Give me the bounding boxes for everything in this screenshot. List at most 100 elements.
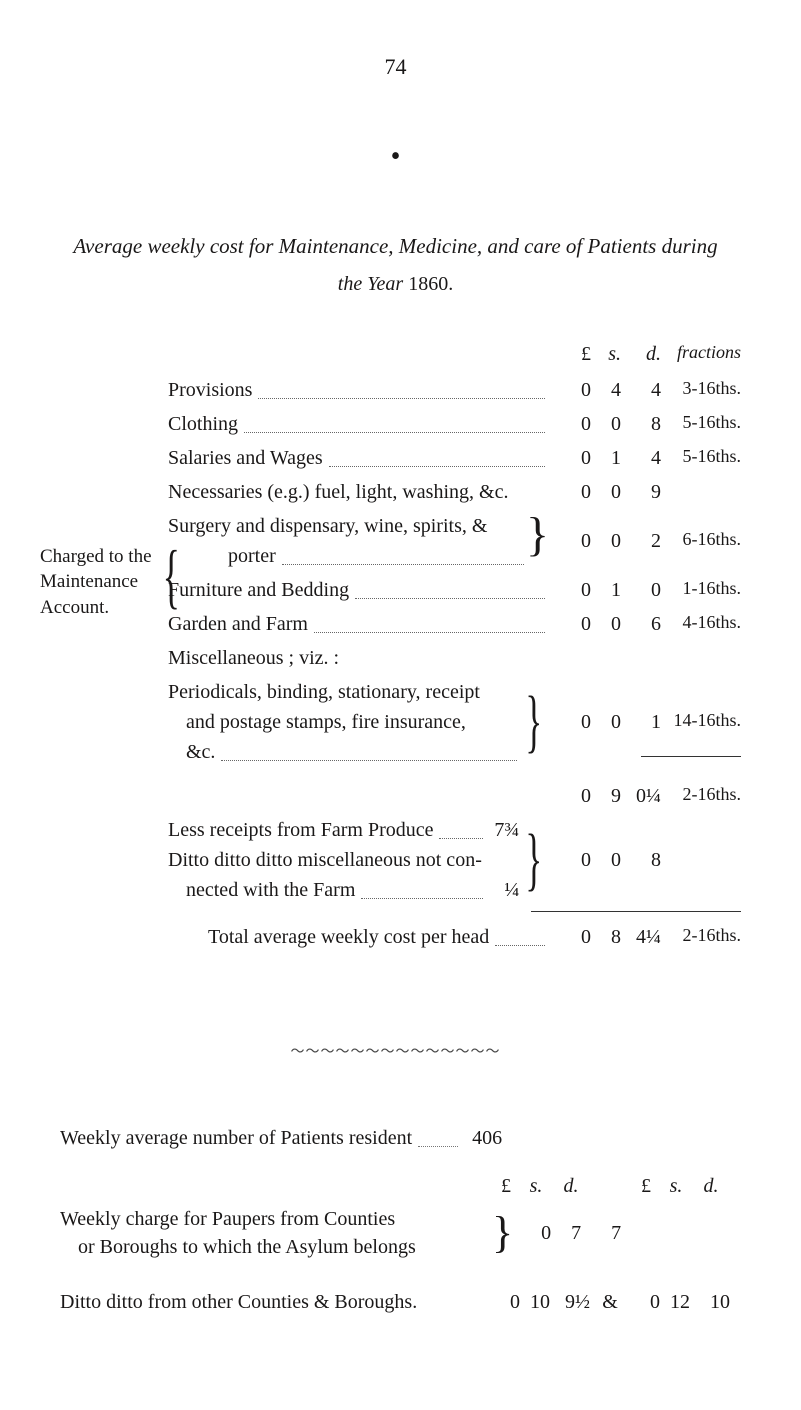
leader — [282, 548, 524, 565]
main-body: Charged to the Maintenance Account. { £ … — [50, 339, 741, 1317]
val-L: 0 — [561, 781, 591, 811]
val3-s: 12 — [660, 1287, 690, 1317]
label-provisions: Provisions — [168, 375, 252, 405]
val-L: 0 — [561, 707, 591, 737]
column-header-row: £ s. d. fractions — [168, 339, 741, 369]
val-L: 0 — [561, 526, 591, 556]
val-frac: 2-16ths. — [661, 781, 741, 811]
val-frac: 6-16ths. — [661, 526, 741, 556]
val-s: 4 — [591, 375, 621, 405]
row-provisions: Provisions 0 4 4 3-16ths. — [168, 375, 741, 405]
val-s: 1 — [591, 575, 621, 605]
money-header: £ s. d. £ s. d. — [50, 1171, 731, 1201]
val-L: 0 — [521, 1218, 551, 1248]
val-s: 0 — [591, 526, 621, 556]
val2-d: 9½ — [550, 1287, 590, 1317]
val-s: 7 — [551, 1218, 581, 1248]
label-misc-head: Miscellaneous ; viz. : — [168, 643, 339, 673]
row-charge-1: Weekly charge for Paupers from Counties … — [60, 1205, 731, 1261]
row-necessaries: Necessaries (e.g.) fuel, light, washing,… — [168, 477, 741, 507]
val-frac — [661, 845, 741, 875]
total-rule — [531, 911, 741, 912]
row-misc-total: 0 9 0¼ 2-16ths. — [168, 781, 741, 811]
val-L: 0 — [561, 845, 591, 875]
mh-s2: s. — [661, 1171, 691, 1201]
mh-d1: d. — [551, 1171, 591, 1201]
leader — [244, 416, 545, 433]
title-line-2: the Year 1860. — [50, 269, 741, 299]
row-charge-2: Ditto ditto from other Counties & Boroug… — [60, 1287, 731, 1317]
leader — [418, 1130, 458, 1147]
label-salaries: Salaries and Wages — [168, 443, 323, 473]
label-weekly-avg: Weekly average number of Patients reside… — [60, 1123, 412, 1153]
title-year-num: 1860. — [408, 273, 453, 295]
brace-icon: } — [526, 842, 543, 877]
row-garden: Garden and Farm 0 0 6 4-16ths. — [168, 609, 741, 639]
val-frac: 14-16ths. — [661, 707, 741, 737]
row-clothing: Clothing 0 0 8 5-16ths. — [168, 409, 741, 439]
val-frac: 5-16ths. — [661, 443, 741, 473]
brace-icon: } — [492, 1215, 513, 1250]
leader — [314, 616, 545, 633]
val2-s: 10 — [520, 1287, 550, 1317]
mh-L1: £ — [491, 1171, 521, 1201]
val-d: 4 — [621, 375, 661, 405]
val-d: 1 — [621, 707, 661, 737]
title-year-italic: the Year — [338, 273, 408, 295]
val-L: 0 — [561, 575, 591, 605]
label-garden: Garden and Farm — [168, 609, 308, 639]
val-d: 8 — [621, 845, 661, 875]
rule — [641, 756, 741, 757]
val-s: 0 — [591, 845, 621, 875]
val-s: 0 — [591, 609, 621, 639]
header-frac: fractions — [661, 339, 741, 369]
val-d: 0 — [621, 575, 661, 605]
val-frac: 4-16ths. — [661, 609, 741, 639]
row-misc-head: Miscellaneous ; viz. : — [168, 643, 741, 673]
side-label-3: Account. — [40, 595, 175, 621]
row-furniture: Furniture and Bedding 0 1 0 1-16ths. — [168, 575, 741, 605]
row-weekly-avg: Weekly average number of Patients reside… — [60, 1123, 731, 1153]
side-label-1: Charged to the — [40, 544, 175, 570]
val-d: 4 — [621, 443, 661, 473]
val-d: 6 — [621, 609, 661, 639]
val-L: 0 — [561, 609, 591, 639]
val-d: 8 — [621, 409, 661, 439]
val3-d: 10 — [690, 1287, 730, 1317]
val-d: 7 — [581, 1218, 621, 1248]
leader — [361, 882, 483, 899]
val-s: 0 — [591, 707, 621, 737]
title-text: Average weekly cost for Maintenance, Med… — [73, 234, 717, 258]
val-frac: 3-16ths. — [661, 375, 741, 405]
val-L: 0 — [561, 477, 591, 507]
val-frac: 2-16ths. — [661, 922, 741, 952]
label-clothing: Clothing — [168, 409, 238, 439]
header-L: £ — [561, 339, 591, 369]
row-salaries: Salaries and Wages 0 1 4 5-16ths. — [168, 443, 741, 473]
val-s: 0 — [591, 477, 621, 507]
val3-L: 0 — [630, 1287, 660, 1317]
label-less-2: Ditto ditto ditto miscellaneous not con- — [168, 845, 519, 875]
val-d: 4¼ — [621, 922, 661, 952]
brace-icon: } — [526, 704, 543, 739]
title-line-1: Average weekly cost for Maintenance, Med… — [60, 231, 731, 263]
val2-L: 0 — [490, 1287, 520, 1317]
val-weekly-avg: 406 — [464, 1123, 532, 1153]
leader — [221, 744, 517, 761]
val-s: 9 — [591, 781, 621, 811]
side-brace-icon: { — [163, 540, 180, 612]
leader — [439, 822, 483, 839]
val-frac — [661, 477, 741, 507]
cost-table: £ s. d. fractions Provisions 0 4 4 3-16t… — [168, 339, 741, 952]
val-s: 0 — [591, 409, 621, 439]
row-periodicals: Periodicals, binding, stationary, receip… — [168, 677, 741, 767]
divider-squiggle: ～～～～～～～～～～～～～～ — [50, 1042, 741, 1063]
label-surgery-2: porter — [228, 541, 276, 571]
side-label: Charged to the Maintenance Account. { — [40, 544, 175, 621]
side-label-2: Maintenance — [40, 569, 175, 595]
val-L: 0 — [561, 922, 591, 952]
mh-d2: d. — [691, 1171, 731, 1201]
val-less-1: 7¾ — [489, 815, 519, 845]
val-L: 0 — [561, 443, 591, 473]
document-page: 74 • Average weekly cost for Maintenance… — [0, 0, 801, 1410]
